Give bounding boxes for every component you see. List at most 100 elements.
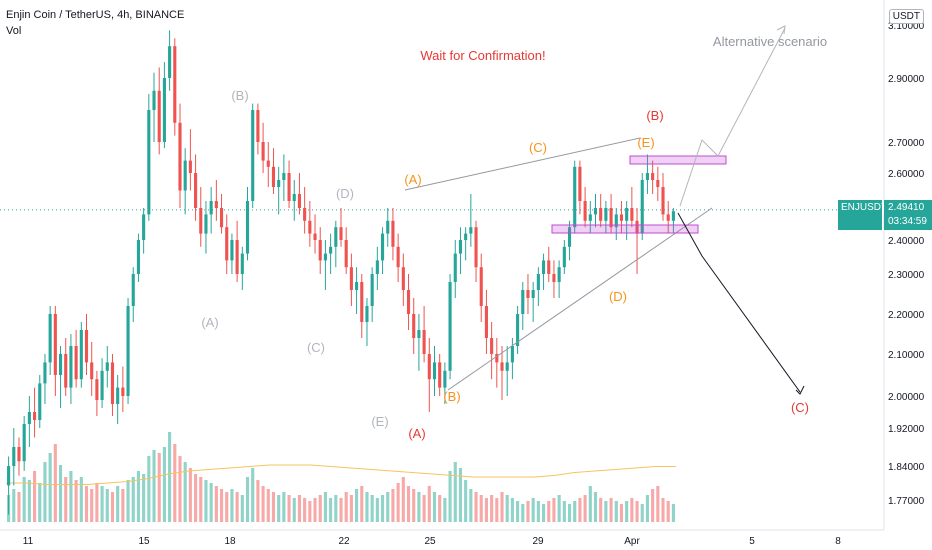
candle-body xyxy=(510,346,514,363)
currency-badge[interactable]: USDT xyxy=(888,9,924,24)
candle-body xyxy=(329,246,333,254)
candle-body xyxy=(360,282,364,322)
candle-body xyxy=(547,260,551,274)
volume-bar xyxy=(573,501,577,522)
volume-bar xyxy=(417,492,421,522)
candle-body xyxy=(261,142,265,161)
wave-label: (A) xyxy=(404,172,421,187)
volume-bar xyxy=(152,450,156,522)
wave-label: (B) xyxy=(231,88,248,103)
volume-bar xyxy=(438,495,442,522)
volume-bar xyxy=(593,492,598,522)
wave-label: (D) xyxy=(336,186,354,201)
candle-body xyxy=(64,354,68,388)
candle-body xyxy=(183,160,187,191)
volume-bar xyxy=(271,492,276,522)
volume-bar xyxy=(136,471,140,522)
volume-bar xyxy=(495,498,499,522)
wave-label: (B) xyxy=(646,108,663,123)
candle-body xyxy=(453,253,457,282)
volume-bar xyxy=(656,486,660,522)
volume-bar xyxy=(282,492,286,522)
candle-body xyxy=(567,227,572,247)
volume-bar xyxy=(214,486,218,522)
candle-body xyxy=(370,274,374,306)
candle-body xyxy=(142,214,146,240)
volume-bar xyxy=(110,492,115,522)
candle-body xyxy=(583,201,587,221)
candle-body xyxy=(204,214,208,234)
candle-body xyxy=(303,208,307,221)
volume-bar xyxy=(194,474,198,522)
candle-body xyxy=(401,267,405,290)
candle-body xyxy=(386,220,390,234)
y-tick-label: 1.77000 xyxy=(888,496,925,507)
y-tick-label: 2.00000 xyxy=(888,392,925,403)
candle-body xyxy=(297,194,302,208)
volume-bar xyxy=(199,477,203,522)
resistance-box xyxy=(629,155,727,165)
volume-bar xyxy=(33,471,37,522)
volume-bar xyxy=(484,498,488,522)
candle-body xyxy=(526,290,530,298)
volume-bar xyxy=(178,456,182,522)
candle-body xyxy=(552,274,556,282)
volume-bar xyxy=(318,495,322,522)
projection-alt-path xyxy=(679,27,786,207)
candle-body xyxy=(157,90,161,142)
volume-bar xyxy=(469,489,473,522)
volume-bar xyxy=(588,486,592,522)
volume-bar xyxy=(635,501,639,522)
candle-body xyxy=(619,214,624,221)
volume-bar xyxy=(479,495,483,522)
candle-body xyxy=(630,208,634,221)
volume-bar xyxy=(630,498,634,522)
wave-label: (C) xyxy=(529,140,547,155)
candle-body xyxy=(531,290,535,298)
volume-bar xyxy=(256,480,260,522)
y-tick-label: 2.90000 xyxy=(888,74,925,85)
candle-body xyxy=(48,314,52,363)
candle-body xyxy=(245,201,250,254)
volume-bar xyxy=(562,501,566,522)
candle-body xyxy=(593,208,598,215)
candle-body xyxy=(656,180,660,187)
candle-body xyxy=(573,166,577,228)
volume-bar xyxy=(536,501,540,522)
volume-bar xyxy=(90,489,94,522)
candle-body xyxy=(105,362,109,371)
y-tick-label: 2.70000 xyxy=(888,138,925,149)
candle-body xyxy=(578,166,582,201)
projection-main-path xyxy=(677,212,801,393)
volume-bar xyxy=(188,468,192,522)
wave-label: (E) xyxy=(637,135,654,150)
volume-bar xyxy=(240,495,244,522)
candle-body xyxy=(365,306,369,322)
candle-body xyxy=(344,240,348,268)
volume-bar xyxy=(661,498,665,522)
volume-bar xyxy=(313,498,317,522)
volume-bar xyxy=(422,495,426,522)
candle-body xyxy=(152,90,156,110)
wave-label: (C) xyxy=(307,340,325,355)
candle-body xyxy=(168,46,172,78)
candle-body xyxy=(484,306,488,338)
volume-bar xyxy=(380,495,385,522)
volume-bar xyxy=(230,489,234,522)
candle-body xyxy=(214,201,218,208)
candle-body xyxy=(188,160,192,173)
candle-body xyxy=(173,46,177,123)
x-tick-label: Apr xyxy=(624,536,640,547)
candle-body xyxy=(490,338,494,354)
candle-body xyxy=(339,227,343,240)
candle-body xyxy=(323,253,327,261)
candle-body xyxy=(505,362,509,371)
volume-bar xyxy=(448,471,452,522)
candle-body xyxy=(479,267,483,306)
candle-body xyxy=(671,211,675,221)
volume-bar xyxy=(12,489,16,522)
candle-body xyxy=(230,240,234,261)
candle-body xyxy=(427,354,431,380)
candle-body xyxy=(588,214,592,221)
